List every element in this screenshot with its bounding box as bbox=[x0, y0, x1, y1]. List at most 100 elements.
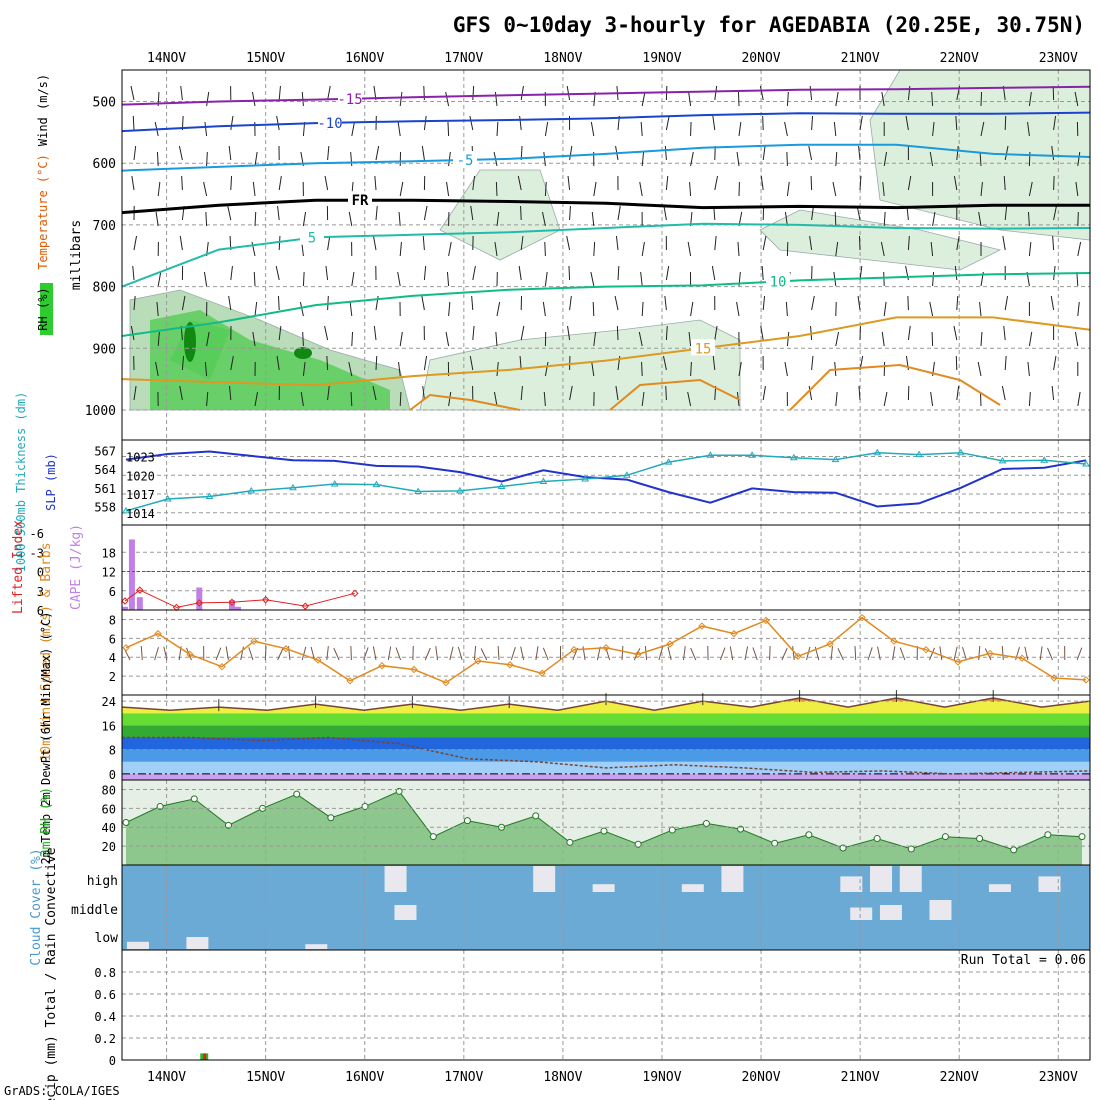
wind-barb bbox=[592, 301, 595, 317]
wind-barb bbox=[785, 301, 788, 317]
wind-speed-point bbox=[122, 644, 130, 652]
wind-barb bbox=[324, 325, 329, 341]
wind-barb bbox=[351, 121, 355, 137]
wind-barb bbox=[230, 265, 233, 281]
rh-saturated-core bbox=[184, 322, 196, 362]
wind-barb bbox=[786, 151, 788, 167]
wind-barb bbox=[832, 181, 837, 197]
temp-tick-label: 8 bbox=[109, 744, 116, 758]
wind-barb bbox=[881, 91, 885, 107]
cloud-axis-label: Cloud Cover (%) bbox=[29, 848, 44, 965]
wind-barb bbox=[372, 385, 377, 401]
precip-convective-bar bbox=[203, 1053, 207, 1060]
wind-barb bbox=[229, 385, 232, 401]
wind-barb bbox=[760, 175, 764, 191]
wind-barb bbox=[510, 647, 516, 661]
temp-tick-label: 16 bbox=[102, 719, 116, 733]
thickness-tick-label: 567 bbox=[94, 444, 116, 458]
wind-speed-point bbox=[762, 616, 770, 625]
rh-point bbox=[702, 819, 710, 827]
wind-barb bbox=[277, 205, 280, 221]
wind-barb bbox=[179, 385, 183, 401]
rh-point bbox=[1010, 846, 1018, 854]
rh-axis-label: RH (%) bbox=[36, 287, 50, 330]
wind-barb bbox=[520, 385, 523, 401]
date-tick-label: 15NOV bbox=[246, 1070, 285, 1085]
cloud-cover-block bbox=[384, 866, 407, 892]
wind-barb bbox=[664, 295, 667, 311]
rh-tick-label: 40 bbox=[102, 821, 116, 835]
wind-barb bbox=[962, 646, 967, 661]
wind-barb bbox=[980, 181, 983, 197]
wind-barb bbox=[641, 301, 644, 317]
wind-barb bbox=[157, 331, 160, 347]
wind-barb bbox=[457, 646, 463, 661]
slp-axis-label: SLP (mb) bbox=[44, 453, 58, 511]
wind-barb bbox=[372, 646, 377, 661]
wind-barb bbox=[977, 361, 982, 377]
thickness-point bbox=[414, 487, 423, 494]
isotherm-label-bg bbox=[453, 151, 477, 168]
cloud-cover-block bbox=[840, 876, 863, 892]
lifted-index-point bbox=[136, 586, 144, 594]
thickness-point bbox=[1082, 460, 1090, 467]
wind-barb bbox=[907, 295, 909, 311]
precip-tick-label: 0.8 bbox=[94, 966, 116, 980]
wind-barb bbox=[593, 331, 597, 347]
wind-speed-point bbox=[858, 613, 866, 622]
wind-speed-point bbox=[794, 652, 802, 660]
isotherm-label-bg bbox=[348, 191, 372, 208]
isotherm-label: 5 bbox=[308, 231, 316, 247]
wind-barb bbox=[714, 85, 718, 101]
wind-barb bbox=[1004, 145, 1009, 161]
wind-barb bbox=[953, 175, 958, 191]
wind-barb bbox=[978, 646, 981, 661]
wind-barb bbox=[762, 385, 766, 401]
wind-barb bbox=[806, 646, 811, 661]
pressure-tick-label: 800 bbox=[93, 281, 116, 296]
wind-barb bbox=[163, 646, 168, 661]
wind-barb bbox=[729, 646, 734, 661]
lifted-tick-label: -3 bbox=[30, 546, 44, 560]
wind-barb bbox=[1075, 181, 1079, 197]
wind-barb bbox=[252, 331, 256, 347]
cape-bar bbox=[196, 587, 203, 610]
isotherm-label-bg bbox=[766, 272, 790, 289]
wind-barb bbox=[811, 295, 815, 311]
wind-barb bbox=[225, 646, 229, 661]
wind-barb bbox=[905, 115, 909, 131]
wind-barb bbox=[712, 115, 716, 131]
rh-point bbox=[907, 845, 915, 853]
date-tick-label: 18NOV bbox=[543, 1070, 582, 1085]
wind-barb bbox=[835, 241, 839, 257]
wind-barb bbox=[907, 175, 912, 191]
wind-barb bbox=[276, 115, 280, 131]
wind-barb bbox=[665, 175, 669, 191]
wind-barb bbox=[302, 361, 306, 377]
wind-barb bbox=[837, 648, 844, 661]
wind-barb bbox=[1076, 647, 1083, 661]
wind-speed-point bbox=[634, 650, 642, 659]
wind-barb bbox=[980, 121, 985, 137]
wind-barb bbox=[569, 205, 571, 221]
wind-barb bbox=[954, 265, 958, 281]
wind10m-frame bbox=[121, 609, 1091, 696]
wind-barb bbox=[240, 646, 244, 661]
wind-barb bbox=[760, 325, 764, 341]
rh-point bbox=[463, 817, 471, 825]
wind-barb bbox=[784, 211, 788, 227]
date-tick-label: 19NOV bbox=[642, 51, 681, 66]
wind-barb bbox=[544, 271, 548, 287]
wind-barb bbox=[399, 331, 403, 347]
thickness-point bbox=[539, 477, 548, 484]
lifted-tick-label: 6 bbox=[37, 604, 44, 618]
wind-barb bbox=[738, 361, 742, 377]
wind-barb bbox=[762, 145, 766, 161]
lifted-axis-label: Lifted Index bbox=[11, 520, 26, 614]
wind-barb bbox=[131, 175, 135, 191]
wind-barb bbox=[640, 271, 643, 287]
thickness-point bbox=[956, 448, 965, 456]
wind-barb bbox=[447, 121, 450, 137]
thickness-point bbox=[122, 506, 130, 514]
wind-speed-point bbox=[538, 669, 546, 677]
